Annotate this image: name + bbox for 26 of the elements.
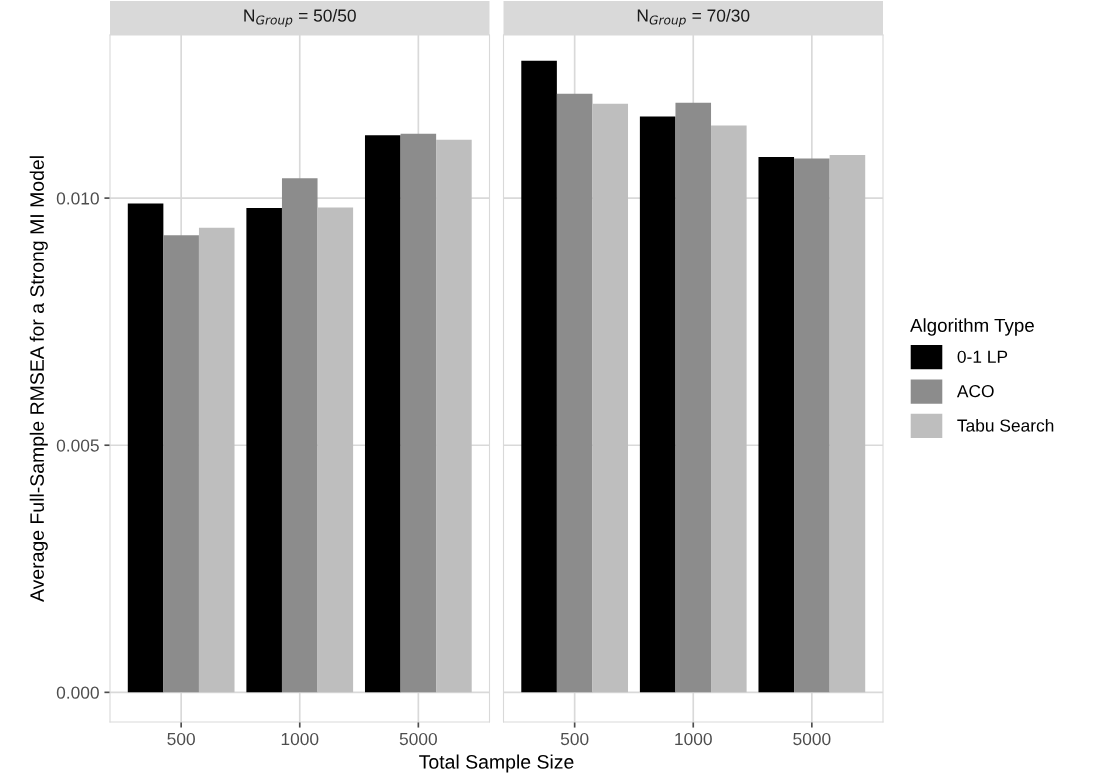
bar [246, 207, 282, 693]
x-tick-label: 5000 [399, 732, 437, 746]
legend-label: ACO [956, 385, 994, 398]
bar [163, 235, 199, 693]
bar [400, 133, 437, 693]
legend-label: 0-1 LP [957, 350, 1008, 363]
chart-title: N$_{Group}$ = 50/50 [244, 8, 356, 27]
bar [436, 139, 472, 693]
y-tick-label: 0.005 [56, 439, 99, 452]
x-tick-label: 5000 [793, 732, 831, 746]
x-tick-label: 500 [167, 732, 195, 746]
y-axis-title: Average Full-Sample RMSEA for a Strong MI Model [29, 156, 48, 602]
x-tick-label: 1000 [675, 732, 712, 746]
x-tick-label: 1000 [281, 732, 319, 746]
bar [281, 178, 318, 693]
y-tick-label: 0.010 [56, 192, 99, 205]
bar [317, 207, 354, 693]
x-axis-title: Total Sample Size [419, 754, 574, 773]
legend-title: Algorithm Type [910, 318, 1034, 336]
x-tick-label: 500 [560, 732, 589, 746]
y-tick-label: 0.000 [56, 686, 99, 699]
bar [198, 227, 235, 693]
bar [364, 135, 401, 693]
bar [127, 203, 164, 693]
legend-label: Tabu Search [957, 418, 1054, 432]
chart-title: N$_{Group}$ = 70/30 [637, 8, 750, 27]
